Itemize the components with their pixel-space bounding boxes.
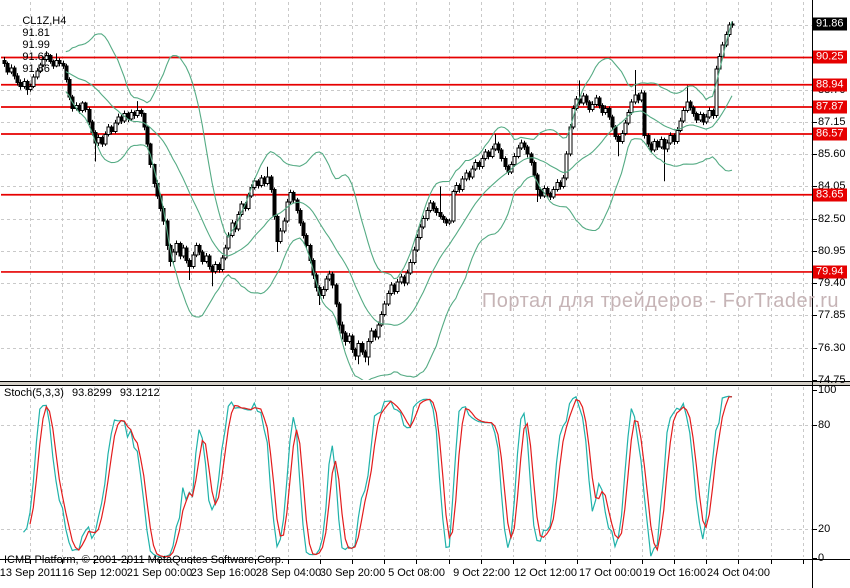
watermark: Портал для трейдеров - ForTrader.ru <box>481 290 839 312</box>
